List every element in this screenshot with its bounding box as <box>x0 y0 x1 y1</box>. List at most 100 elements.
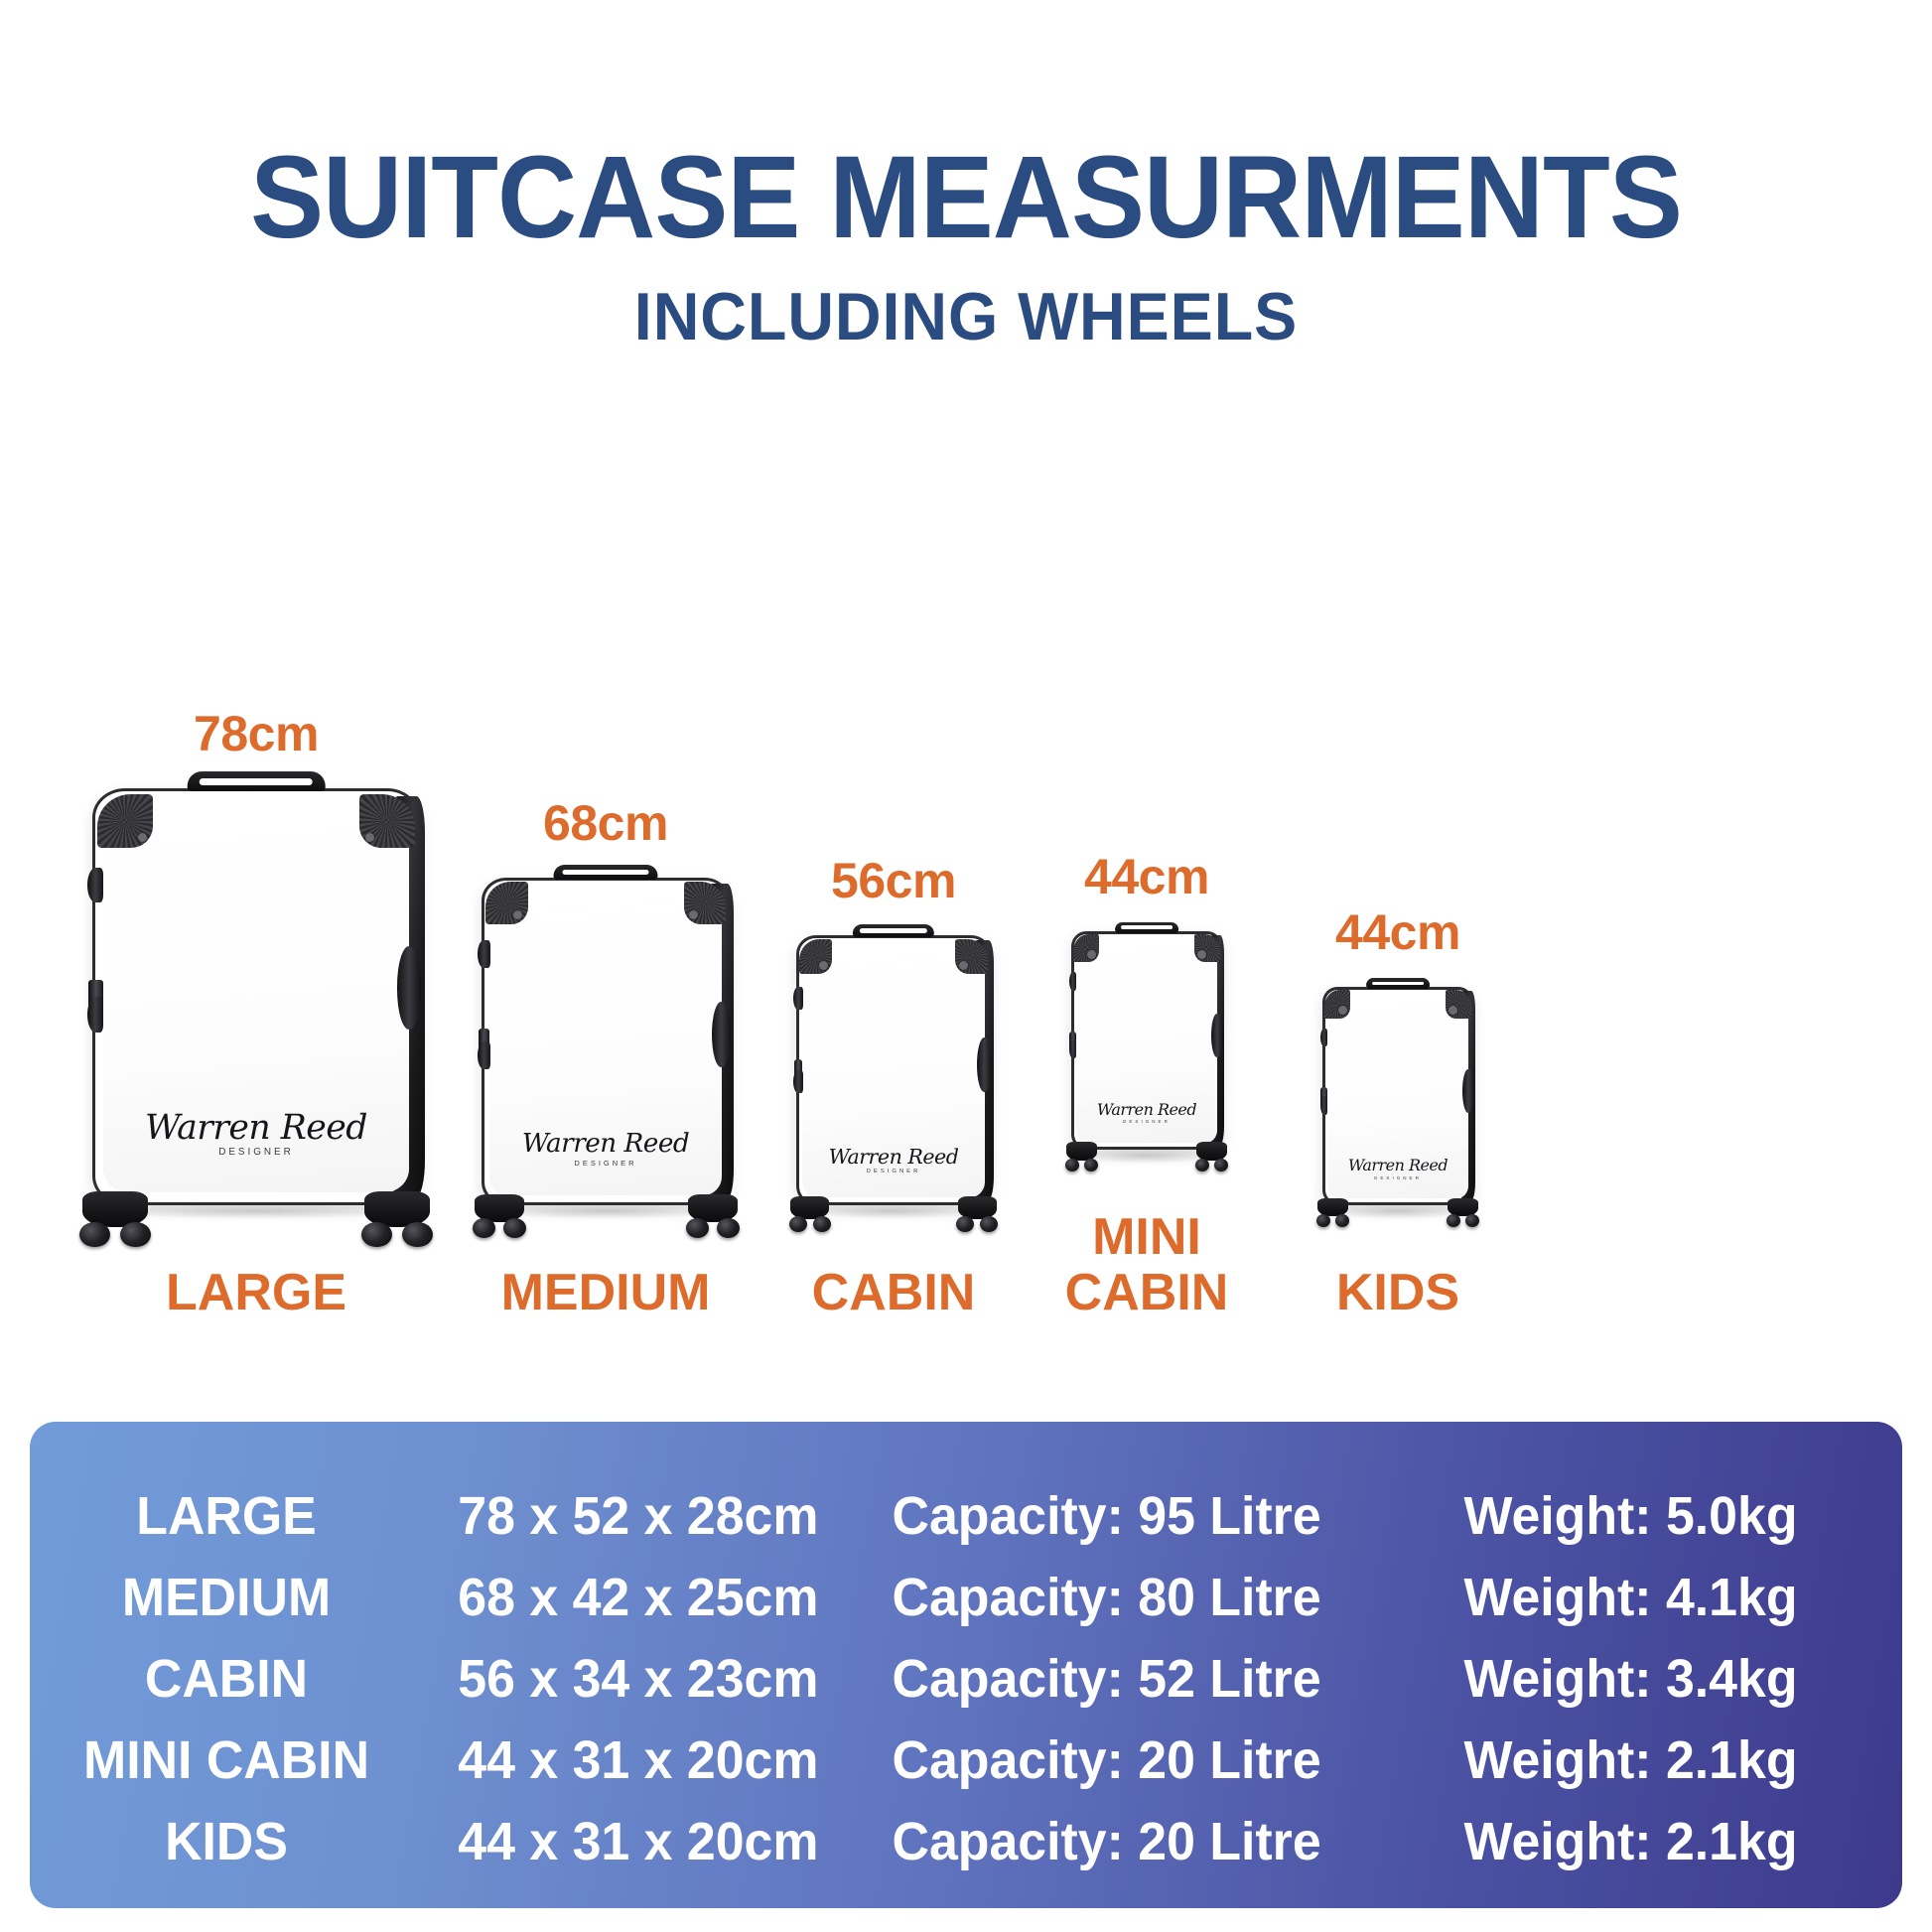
row-weight: Weight: 4.1kg <box>1463 1568 1798 1627</box>
table-row: MEDIUM 68 x 42 x 25cm Capacity: 80 Litre We… <box>30 1557 1902 1638</box>
corner-guard <box>1193 933 1220 963</box>
row-size-name: KIDS <box>165 1812 288 1871</box>
brand-name: Warren Reed <box>145 1108 367 1149</box>
row-capacity: Capacity: 20 Litre <box>892 1812 1321 1871</box>
drop-shadow <box>1331 1202 1464 1219</box>
wheel-housing <box>1446 1197 1479 1228</box>
wheel-housing <box>1316 1197 1350 1228</box>
suitcase-shell: Warren Reed DESIGNER <box>1316 977 1479 1228</box>
suitcase-height-label: 78cm <box>194 705 319 761</box>
suitcase-graphic: Warren Reed DESIGNER <box>79 771 433 1248</box>
spinner-wheel <box>1464 1213 1479 1228</box>
edge-bumper <box>478 1040 490 1069</box>
suitcase-size-name: MEDIUM <box>500 1263 711 1321</box>
side-grab-handle <box>977 1037 992 1092</box>
corner-guard <box>1445 989 1471 1019</box>
spinner-wheel <box>120 1221 151 1248</box>
brand-tagline: DESIGNER <box>1374 1174 1422 1180</box>
row-size-name: MINI CABIN <box>83 1730 370 1790</box>
table-row: MINI CABIN 44 x 31 x 20cm Capacity: 20 Lit… <box>30 1720 1902 1801</box>
suitcase-front-panel <box>802 941 985 1197</box>
drop-shadow <box>807 1202 980 1219</box>
spinner-wheel <box>1335 1213 1350 1228</box>
row-capacity: Capacity: 20 Litre <box>892 1730 1321 1790</box>
table-row: LARGE 78 x 52 x 28cm Capacity: 95 Litre Wei… <box>30 1475 1902 1557</box>
table-row: KIDS 44 x 31 x 20cm Capacity: 20 Litre Weig… <box>30 1801 1902 1882</box>
spinner-wheel <box>1316 1213 1331 1228</box>
suitcase-front-panel <box>1326 992 1469 1199</box>
top-handle <box>553 864 658 881</box>
edge-bumper <box>1319 1028 1328 1047</box>
row-weight: Weight: 2.1kg <box>1463 1730 1798 1790</box>
side-grab-handle <box>1462 1069 1474 1114</box>
spinner-wheel <box>502 1218 526 1239</box>
row-size-name: LARGE <box>136 1486 317 1546</box>
side-grab-handle <box>712 1002 731 1068</box>
spinner-wheel <box>980 1215 999 1233</box>
spinner-wheel <box>361 1221 392 1248</box>
brand-tagline: DESIGNER <box>866 1168 921 1174</box>
row-size-name: CABIN <box>144 1649 309 1709</box>
top-handle <box>852 923 935 938</box>
suitcase-graphic: Warren Reed DESIGNER <box>788 923 999 1233</box>
suitcase-shell: Warren Reed DESIGNER <box>788 923 999 1233</box>
specs-panel: LARGE 78 x 52 x 28cm Capacity: 95 Litre Wei… <box>30 1422 1902 1908</box>
corner-guard <box>97 793 154 849</box>
table-row: CABIN 56 x 34 x 23cm Capacity: 52 Litre Wei… <box>30 1638 1902 1720</box>
suitcase-height-label: 44cm <box>1084 848 1209 904</box>
spinner-wheel <box>812 1215 831 1233</box>
suitcase-size-name: KIDS <box>1335 1263 1460 1321</box>
wheel-housing <box>79 1190 151 1248</box>
page-subtitle: INCLUDING WHEELS <box>633 279 1299 354</box>
suitcase-item: 44cm Warren Reed DESIGNER KIDS <box>1249 903 1547 1320</box>
top-handle <box>1115 921 1178 933</box>
spinner-wheel <box>685 1218 709 1239</box>
spinner-wheel <box>402 1221 433 1248</box>
suitcase-size-name: LARGE <box>166 1263 346 1321</box>
spinner-wheel <box>472 1218 495 1239</box>
wheel-housing <box>1065 1142 1099 1172</box>
brand-tagline: DESIGNER <box>218 1146 294 1158</box>
edge-bumper <box>1068 1039 1077 1059</box>
drop-shadow <box>1080 1147 1213 1164</box>
brand-name: Warren Reed <box>828 1145 959 1170</box>
row-capacity: Capacity: 52 Litre <box>892 1649 1321 1709</box>
suitcase-graphic: Warren Reed DESIGNER <box>472 864 740 1239</box>
header: SUITCASE MEASURMENTS INCLUDING WHEELS <box>0 139 1932 355</box>
spinner-wheel <box>79 1221 110 1248</box>
wheel-housing <box>1194 1142 1228 1172</box>
spinner-wheel <box>716 1218 740 1239</box>
wheel-housing <box>472 1193 526 1239</box>
suitcase-front-panel <box>489 886 722 1195</box>
specs-table: LARGE 78 x 52 x 28cm Capacity: 95 Litre Wei… <box>30 1475 1902 1882</box>
spinner-wheel <box>956 1215 975 1233</box>
row-dimensions: 68 x 42 x 25cm <box>458 1568 819 1627</box>
spinner-wheel <box>1213 1158 1228 1172</box>
edge-bumper <box>792 986 803 1010</box>
suitcase-lineup: 78cm Warren Reed DESIGNER LARGE 68cm Warren R… <box>0 387 1932 1320</box>
suitcase-item: 44cm Warren Reed DESIGNER MINI CABIN <box>998 848 1296 1320</box>
row-dimensions: 44 x 31 x 20cm <box>458 1730 819 1790</box>
suitcase-item: 68cm Warren Reed DESIGNER MEDIUM <box>457 794 755 1320</box>
suitcase-size-name: MINI CABIN <box>1064 1207 1229 1321</box>
spinner-wheel <box>1065 1158 1080 1172</box>
side-grab-handle <box>396 946 422 1031</box>
brand-logo: Warren Reed DESIGNER <box>828 1145 959 1174</box>
edge-bumper <box>86 996 104 1033</box>
corner-guard <box>954 938 988 974</box>
edge-bumper <box>86 867 104 903</box>
corner-guard <box>1073 933 1100 963</box>
spinner-wheel <box>1446 1213 1460 1228</box>
brand-name: Warren Reed <box>1096 1100 1197 1120</box>
spinner-wheel <box>1194 1158 1209 1172</box>
suitcase-height-label: 68cm <box>543 794 668 851</box>
suitcase-height-label: 56cm <box>831 852 956 908</box>
page-title: SUITCASE MEASURMENTS <box>250 132 1683 263</box>
row-weight: Weight: 2.1kg <box>1463 1812 1798 1871</box>
wheel-housing <box>685 1193 740 1239</box>
edge-bumper <box>478 939 490 968</box>
brand-logo: Warren Reed DESIGNER <box>522 1131 690 1168</box>
edge-bumper <box>792 1069 803 1093</box>
suitcase-item: 56cm Warren Reed DESIGNER CABIN <box>745 852 1042 1320</box>
